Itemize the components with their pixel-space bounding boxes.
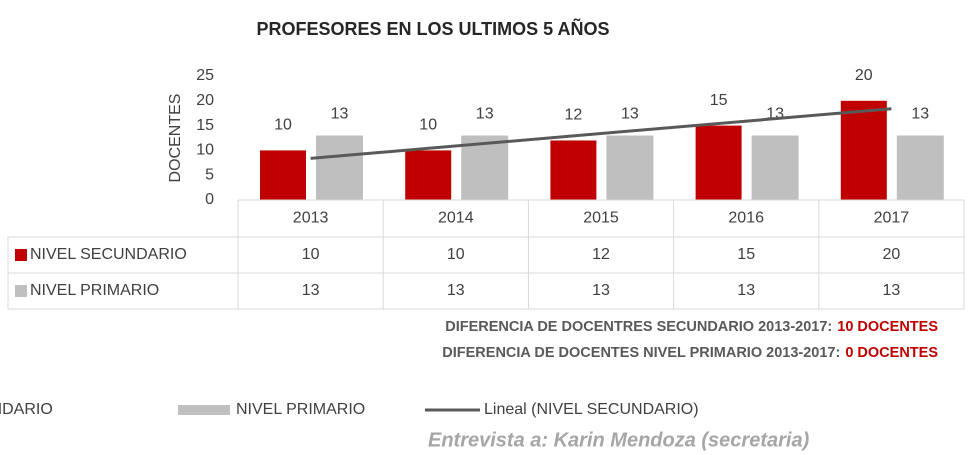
data-label: 15 xyxy=(710,92,728,109)
table-cell: 20 xyxy=(883,246,901,263)
y-tick-label: 5 xyxy=(205,166,214,183)
x-tick-label: 2017 xyxy=(874,210,910,227)
data-label: 13 xyxy=(331,106,349,123)
x-tick-label: 2015 xyxy=(583,210,619,227)
x-tick-label: 2014 xyxy=(438,210,474,227)
legend-label: NIVEL SECUNDARIO xyxy=(0,401,53,418)
y-tick-label: 20 xyxy=(196,92,214,109)
annotation-highlight: 10 DOCENTES xyxy=(837,319,938,335)
table-row-label: NIVEL SECUNDARIO xyxy=(30,246,187,263)
table-cell: 12 xyxy=(592,246,610,263)
y-tick-label: 10 xyxy=(196,142,214,159)
table-cell: 13 xyxy=(447,282,465,299)
table-legend-key xyxy=(15,249,27,261)
y-tick-label: 25 xyxy=(196,67,214,84)
annotation: DIFERENCIA DE DOCENTRES SECUNDARIO 2013-… xyxy=(445,319,938,335)
y-tick-label: 0 xyxy=(205,191,214,208)
chart-title: PROFESORES EN LOS ULTIMOS 5 AÑOS xyxy=(256,18,609,39)
bar xyxy=(896,135,944,200)
bar xyxy=(316,135,363,200)
table-cell: 13 xyxy=(592,282,610,299)
bar xyxy=(695,125,742,200)
table-cell: 13 xyxy=(737,282,755,299)
data-label: 12 xyxy=(565,107,583,124)
trendline xyxy=(310,107,892,160)
bar xyxy=(550,140,597,200)
data-label: 13 xyxy=(476,106,494,123)
annotation-highlight: 0 DOCENTES xyxy=(845,345,938,361)
table-cell: 13 xyxy=(883,282,901,299)
table-cell: 15 xyxy=(737,246,755,263)
data-label: 20 xyxy=(855,67,873,84)
data-label: 13 xyxy=(911,106,929,123)
bar xyxy=(840,100,887,200)
annotation-text: DIFERENCIA DE DOCENTES NIVEL PRIMARIO 20… xyxy=(442,345,840,361)
data-label: 13 xyxy=(621,106,639,123)
x-tick-label: 2013 xyxy=(293,210,329,227)
bar xyxy=(606,135,654,200)
x-tick-label: 2016 xyxy=(728,210,764,227)
table-row-label: NIVEL PRIMARIO xyxy=(30,282,159,299)
legend-label: Lineal (NIVEL SECUNDARIO) xyxy=(484,401,699,418)
table-cell: 10 xyxy=(302,246,320,263)
source: Entrevista a: Karin Mendoza (secretaria) xyxy=(428,429,810,451)
bar xyxy=(260,150,306,200)
data-label: 10 xyxy=(419,117,437,134)
data-label: 10 xyxy=(274,117,292,134)
table-cell: 13 xyxy=(302,282,320,299)
legend-label: NIVEL PRIMARIO xyxy=(236,401,365,418)
table-legend-key xyxy=(15,285,27,297)
legend-key xyxy=(178,405,230,415)
bar xyxy=(405,150,452,200)
table-cell: 10 xyxy=(447,246,465,263)
y-tick-label: 15 xyxy=(196,117,214,134)
y-axis-label: DOCENTES xyxy=(167,94,184,183)
bar xyxy=(751,135,799,200)
annotation: DIFERENCIA DE DOCENTES NIVEL PRIMARIO 20… xyxy=(442,345,938,361)
annotation-text: DIFERENCIA DE DOCENTRES SECUNDARIO 2013-… xyxy=(445,319,832,335)
